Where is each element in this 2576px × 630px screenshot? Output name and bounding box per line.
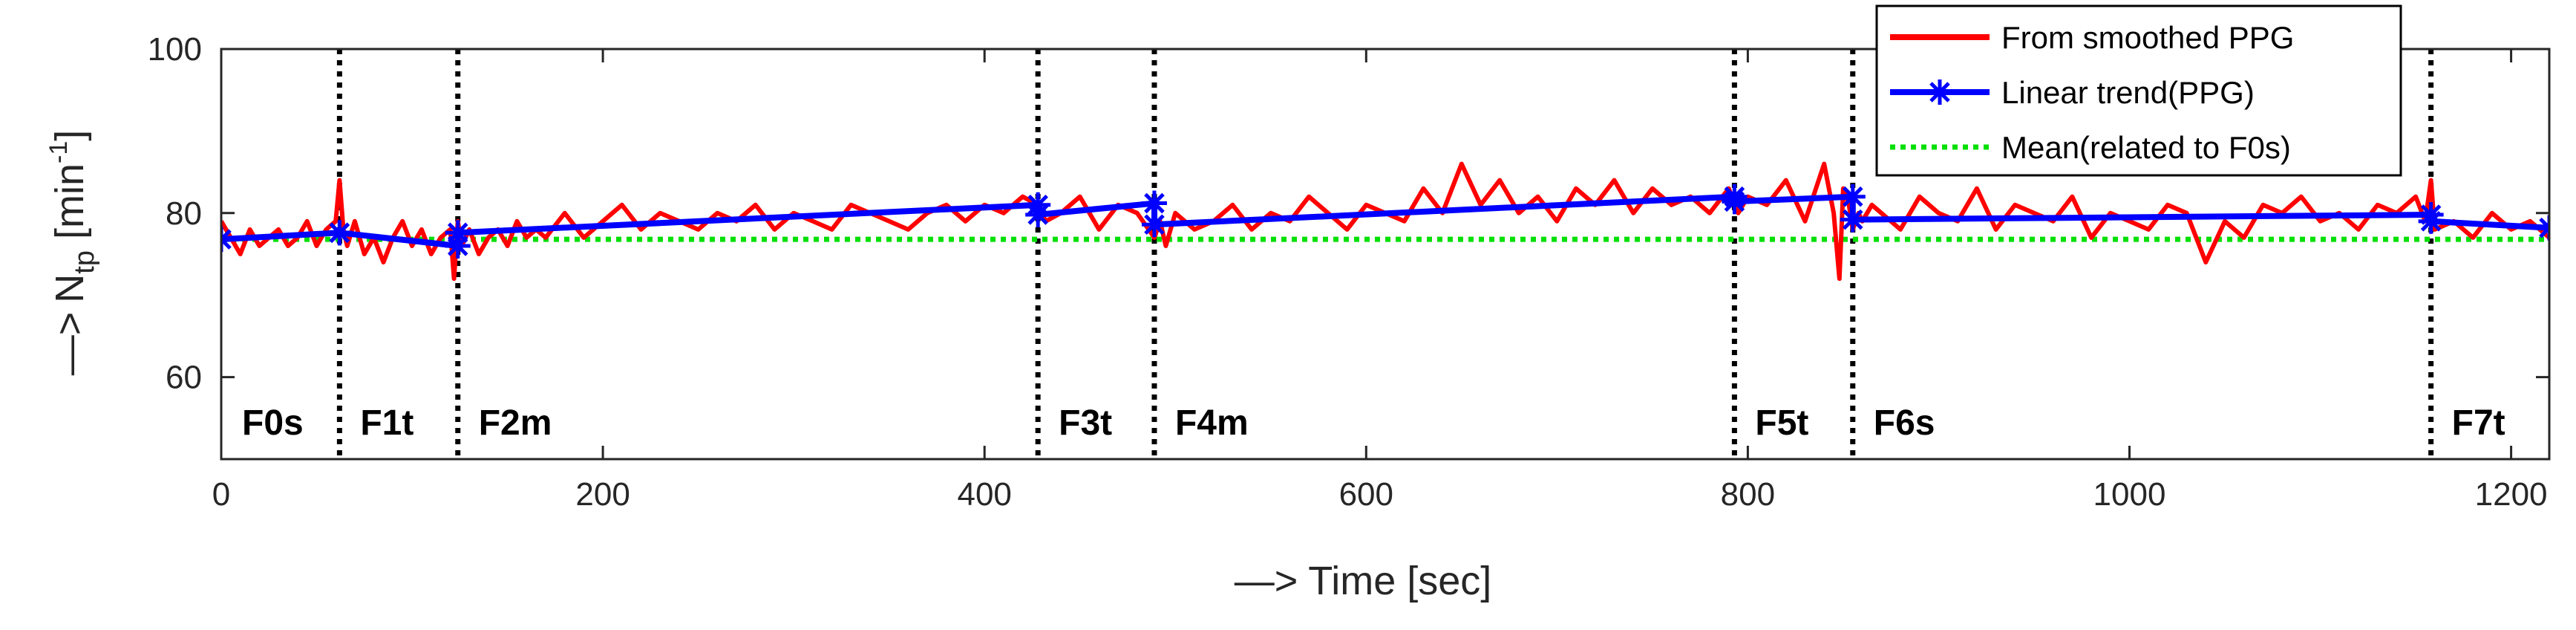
y-axis-arrow: —> bbox=[48, 312, 92, 376]
y-axis: 60 80 100 bbox=[148, 31, 2549, 396]
trend-marker bbox=[2537, 215, 2549, 241]
trend-marker bbox=[1141, 190, 1167, 216]
phase-label: F3t bbox=[1059, 403, 1112, 443]
trend-marker-stroke bbox=[221, 229, 232, 242]
phase-label: F1t bbox=[360, 403, 413, 443]
legend-label-trend: Linear trend(PPG) bbox=[2001, 75, 2255, 110]
phase-label: F2m bbox=[479, 403, 552, 443]
x-axis: 0 200 400 600 800 1000 1200 bbox=[212, 49, 2548, 513]
x-tick-label: 400 bbox=[957, 476, 1011, 513]
phase-label: F5t bbox=[1755, 403, 1808, 443]
legend-star bbox=[1927, 79, 1952, 105]
y-axis-subscript: tp bbox=[69, 250, 100, 274]
trend-marker-stroke bbox=[1842, 209, 1863, 230]
x-tick-label: 0 bbox=[212, 476, 230, 513]
trend-marker-stroke bbox=[1144, 192, 1165, 214]
phase-labels: F0s F1t F2m F3t F4m F5t F6s F7t bbox=[242, 403, 2505, 443]
trend-marker bbox=[327, 220, 353, 246]
phase-label: F0s bbox=[242, 403, 304, 443]
trend-marker-stroke bbox=[1842, 186, 1863, 207]
trend-marker-stroke bbox=[447, 222, 468, 244]
y-tick-label: 60 bbox=[166, 360, 202, 396]
y-axis-unit-open: [min bbox=[48, 163, 92, 250]
x-axis-arrow: —> bbox=[1235, 559, 1298, 603]
y-axis-superscript: -1 bbox=[45, 141, 73, 163]
legend-trend-marker bbox=[1927, 79, 1952, 105]
phase-label: F7t bbox=[2452, 403, 2505, 443]
x-tick-label: 600 bbox=[1339, 476, 1393, 513]
trend-marker-stroke bbox=[2539, 225, 2549, 238]
x-tick-label: 800 bbox=[1721, 476, 1775, 513]
trend-marker bbox=[1840, 207, 1866, 233]
legend: From smoothed PPG Linear trend(PPG) Mean… bbox=[1875, 4, 2402, 177]
y-tick-label: 80 bbox=[166, 195, 202, 232]
y-axis-symbol: N bbox=[48, 274, 92, 303]
trend-marker bbox=[445, 220, 471, 246]
trend-marker bbox=[1025, 202, 1051, 228]
trend-marker bbox=[1722, 189, 1748, 215]
trend-marker bbox=[221, 227, 234, 253]
trend-marker-stroke bbox=[2420, 211, 2442, 232]
trend-marker bbox=[1141, 212, 1167, 238]
x-axis-title: —> Time [sec] bbox=[1235, 559, 1492, 603]
legend-label-mean: Mean(related to F0s) bbox=[2001, 130, 2291, 165]
plot-frame bbox=[220, 48, 2551, 461]
trend-marker-stroke bbox=[2539, 217, 2549, 231]
trend-marker-stroke bbox=[1144, 214, 1165, 236]
trend-marker-stroke bbox=[329, 222, 350, 244]
trend-marker-stroke bbox=[1027, 204, 1048, 225]
series-line-smoothed-ppg bbox=[221, 161, 2549, 282]
phase-label: F4m bbox=[1175, 403, 1249, 443]
y-tick-label: 100 bbox=[148, 31, 202, 68]
trend-marker-stroke bbox=[221, 236, 232, 250]
series-layer bbox=[221, 161, 2549, 282]
legend-label-ppg: From smoothed PPG bbox=[2001, 20, 2294, 55]
y-axis-unit-close: ] bbox=[48, 130, 92, 141]
x-axis-label: Time [sec] bbox=[1308, 559, 1491, 603]
trend-marker-stroke bbox=[1724, 191, 1745, 212]
legend-star-stroke bbox=[1929, 82, 1950, 103]
x-tick-label: 200 bbox=[575, 476, 630, 513]
trend-marker bbox=[2418, 208, 2444, 234]
trend-marker bbox=[1840, 184, 1866, 210]
y-axis-title: —> Ntp [min-1] bbox=[45, 130, 100, 376]
phase-label: F6s bbox=[1874, 403, 1935, 443]
x-tick-label: 1200 bbox=[2475, 476, 2548, 513]
x-tick-label: 1000 bbox=[2093, 476, 2166, 513]
